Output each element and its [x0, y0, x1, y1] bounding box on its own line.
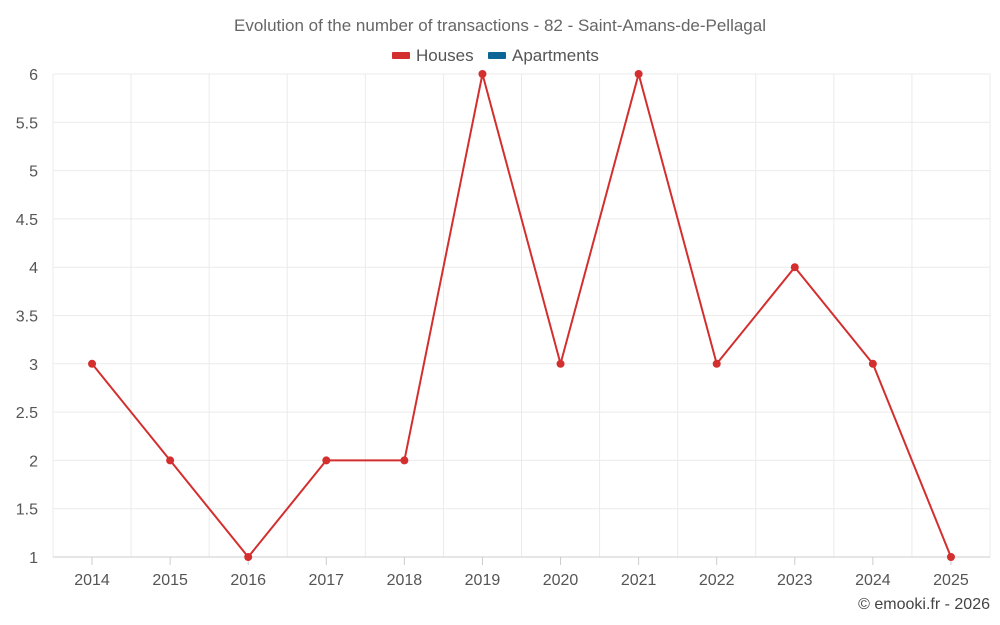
chart-title: Evolution of the number of transactions … — [234, 16, 766, 35]
data-point-houses[interactable] — [322, 456, 331, 465]
y-tick-label: 2.5 — [16, 405, 38, 422]
y-tick-label: 1.5 — [16, 502, 38, 519]
x-tick-label: 2025 — [933, 572, 969, 589]
data-point-houses[interactable] — [400, 456, 409, 465]
series-line-houses — [91, 73, 952, 558]
axes: 1 1.5 2 2.5 3 3.5 4 4.5 5 5.5 6 2014 2015 2016 2017 201… — [16, 67, 990, 589]
data-point-houses[interactable] — [946, 553, 955, 561]
data-point-houses[interactable] — [634, 70, 643, 78]
x-tick-label: 2015 — [152, 572, 188, 589]
legend-swatch-apartments — [488, 52, 506, 59]
legend-swatch-houses — [392, 52, 410, 59]
data-point-houses[interactable] — [868, 359, 877, 368]
x-tick-label: 2023 — [777, 572, 813, 589]
legend: Houses Apartments — [392, 46, 599, 65]
legend-item-apartments[interactable]: Apartments — [488, 46, 599, 65]
grid — [52, 73, 991, 557]
y-tick-label: 5.5 — [16, 115, 38, 132]
y-tick-label: 6 — [29, 67, 38, 84]
series-layer — [88, 70, 955, 561]
x-tick-label: 2014 — [74, 572, 110, 589]
data-point-houses[interactable] — [88, 359, 97, 368]
y-tick-label: 4.5 — [16, 212, 38, 229]
data-point-houses[interactable] — [556, 359, 565, 368]
data-point-houses[interactable] — [166, 456, 175, 465]
legend-label-houses: Houses — [416, 46, 474, 65]
credit-text: © emooki.fr - 2026 — [858, 596, 990, 613]
data-point-houses[interactable] — [712, 359, 721, 368]
x-tick-label: 2021 — [621, 572, 657, 589]
data-point-houses[interactable] — [790, 263, 799, 272]
y-tick-label: 3.5 — [16, 309, 38, 326]
legend-item-houses[interactable]: Houses — [392, 46, 474, 65]
x-tick-label: 2024 — [855, 572, 891, 589]
y-tick-label: 3 — [29, 357, 38, 374]
y-tick-label: 4 — [29, 260, 38, 277]
x-tick-label: 2017 — [308, 572, 344, 589]
y-tick-label: 1 — [29, 550, 38, 567]
y-tick-label: 2 — [29, 453, 38, 470]
x-tick-label: 2022 — [699, 572, 735, 589]
y-tick-label: 5 — [29, 164, 38, 181]
data-point-houses[interactable] — [478, 70, 487, 78]
legend-label-apartments: Apartments — [512, 46, 599, 65]
x-tick-label: 2019 — [465, 572, 501, 589]
x-tick-label: 2018 — [387, 572, 423, 589]
data-point-houses[interactable] — [244, 553, 253, 561]
x-tick-label: 2020 — [543, 572, 579, 589]
x-tick-label: 2016 — [230, 572, 266, 589]
